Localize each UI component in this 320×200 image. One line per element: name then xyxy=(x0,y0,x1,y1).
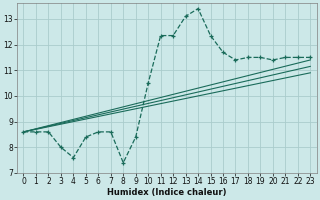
X-axis label: Humidex (Indice chaleur): Humidex (Indice chaleur) xyxy=(107,188,227,197)
